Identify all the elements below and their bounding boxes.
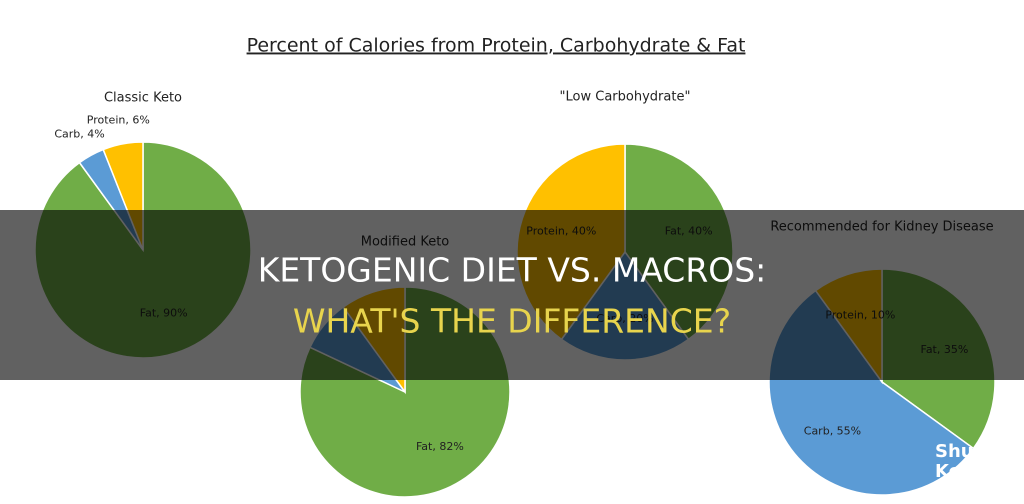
slice-label: Carb, 4% [54, 128, 104, 141]
pie-title: "Low Carbohydrate" [560, 90, 691, 105]
slice-label: Fat, 82% [416, 440, 464, 453]
watermark: Shun [935, 441, 986, 462]
pie-title: Classic Keto [104, 91, 182, 106]
slice-label: Protein, 6% [87, 114, 150, 127]
slice-label: Carb, 55% [804, 425, 861, 438]
overlay-band [0, 210, 1024, 380]
headline: KETOGENIC DIET VS. MACROS: [258, 251, 767, 290]
main-title: Percent of Calories from Protein, Carboh… [247, 35, 746, 57]
headline: WHAT'S THE DIFFERENCE? [293, 302, 731, 341]
watermark: Keto [935, 461, 982, 482]
